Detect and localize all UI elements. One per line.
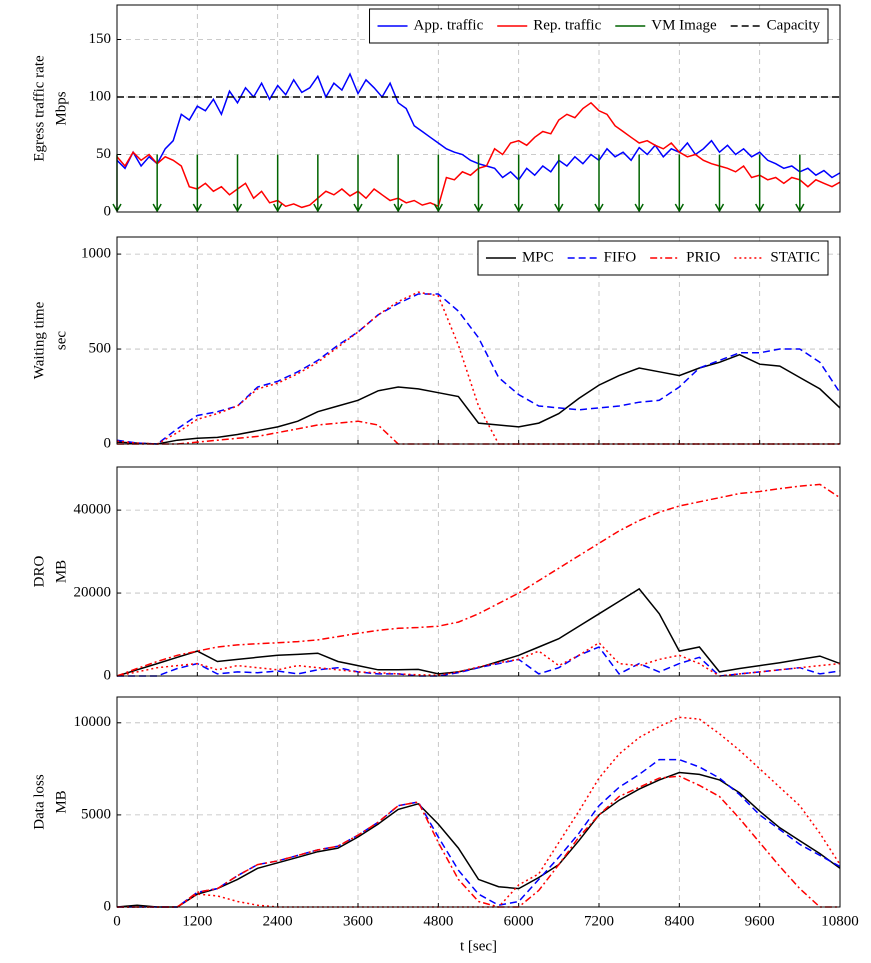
legend-label: FIFO <box>604 249 637 265</box>
legend-label: MPC <box>522 249 554 265</box>
stem-arrow <box>755 154 765 213</box>
stem-arrow <box>393 154 403 213</box>
legend-label: VM Image <box>651 17 717 33</box>
y-tick-label: 5000 <box>81 806 111 822</box>
plot-frame <box>116 4 841 213</box>
stem-arrow <box>714 154 725 213</box>
stem-arrow <box>634 154 644 213</box>
x-tick-label: 3600 <box>343 913 373 929</box>
stem-arrow <box>795 154 805 213</box>
series-line <box>116 587 841 677</box>
y-tick-label: 500 <box>89 340 112 356</box>
x-tick-label: 10800 <box>821 913 859 929</box>
x-tick-label: 7200 <box>584 913 614 929</box>
y-tick-label: 0 <box>104 898 112 914</box>
x-tick-label: 8400 <box>664 913 694 929</box>
legend-box <box>369 8 829 44</box>
plot-frame <box>116 696 841 908</box>
panel: 0 50 100 150 Egress traffic rate Mbps <box>31 4 841 219</box>
x-tick-label: 1200 <box>182 913 212 929</box>
y-axis-label: MB <box>53 790 69 813</box>
x-tick-label: 0 <box>113 913 121 929</box>
legend-label: App. traffic <box>414 17 484 33</box>
series-line <box>116 483 841 677</box>
stem-arrow <box>554 154 564 213</box>
stem-arrow <box>313 154 323 213</box>
y-axis-label: Waiting time <box>31 301 47 379</box>
stem-arrow <box>152 154 162 213</box>
y-tick-label: 10000 <box>74 714 112 730</box>
y-tick-label: 0 <box>104 667 112 683</box>
y-axis-label: MB <box>53 560 69 583</box>
y-tick-label: 50 <box>96 146 111 162</box>
y-axis-label: DRO <box>31 555 47 587</box>
series-line <box>117 420 840 445</box>
y-tick-label: 20000 <box>74 585 112 601</box>
x-axis-label: t [sec] <box>460 938 497 954</box>
series-line <box>116 353 841 445</box>
series-line <box>116 291 840 445</box>
panel: 0 20000 40000 DRO MB <box>31 466 841 683</box>
panel: 0 1200 2400 3600 4800 6000 7200 8400 9600 10800 0 5… <box>31 696 859 954</box>
y-tick-label: 40000 <box>74 502 112 518</box>
series-line <box>116 771 841 908</box>
series-line <box>117 646 841 677</box>
stem-arrow <box>674 154 684 213</box>
x-tick-label: 2400 <box>263 913 293 929</box>
panel: 0 500 1000 Waiting time sec <box>31 236 841 451</box>
legend-label: Capacity <box>767 17 821 33</box>
y-tick-label: 1000 <box>81 246 111 262</box>
y-axis-label: Egress traffic rate <box>31 55 47 162</box>
stem-arrow <box>594 154 604 213</box>
legend-label: STATIC <box>770 249 820 265</box>
y-axis-label: sec <box>53 331 69 350</box>
stem-arrow <box>232 154 243 213</box>
plot-frame <box>116 466 841 677</box>
x-tick-label: 9600 <box>745 913 775 929</box>
y-tick-label: 150 <box>89 31 112 47</box>
stem-arrow <box>473 154 484 213</box>
x-tick-label: 4800 <box>423 913 453 929</box>
legend-label: PRIO <box>686 249 720 265</box>
legend: MPC FIFO PRIO STATIC <box>477 240 829 276</box>
series-line <box>117 775 840 908</box>
y-axis-label: Mbps <box>53 91 69 125</box>
y-tick-label: 100 <box>89 88 112 104</box>
stem-arrow <box>192 154 202 213</box>
y-tick-label: 0 <box>104 435 112 451</box>
stem-arrow <box>433 154 443 213</box>
y-axis-label: Data loss <box>31 774 47 830</box>
series-line <box>116 293 841 445</box>
y-tick-label: 0 <box>104 203 112 219</box>
plot-frame <box>116 236 841 445</box>
legend-label: Rep. traffic <box>533 17 601 33</box>
series-line <box>116 641 841 677</box>
x-tick-label: 6000 <box>504 913 534 929</box>
stem-arrow <box>353 154 363 213</box>
stem-arrow <box>514 154 524 213</box>
stem-arrow <box>273 154 283 213</box>
legend: App. traffic Rep. traffic VM Image Capacity <box>369 8 829 44</box>
